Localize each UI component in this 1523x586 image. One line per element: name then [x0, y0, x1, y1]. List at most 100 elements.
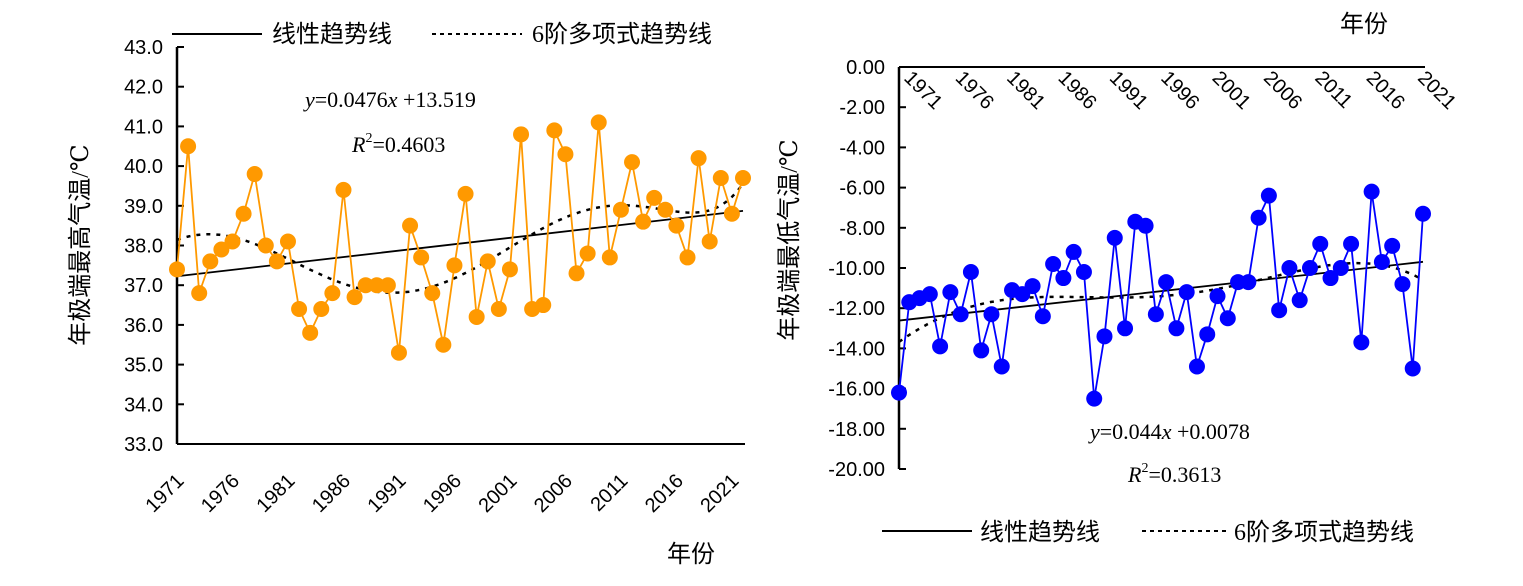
- y-tick-label: -20.00: [828, 459, 885, 481]
- data-point: [346, 289, 363, 306]
- right-ylabel: 年极端最低气温/℃: [776, 139, 803, 341]
- x-tick-label: 2001: [1208, 67, 1255, 114]
- x-tick-label: 2001: [474, 470, 521, 517]
- data-point: [357, 277, 374, 294]
- data-point: [468, 308, 485, 325]
- y-tick-label: -6.00: [839, 178, 885, 200]
- series-line: [176, 122, 744, 353]
- x-tick-label: 1981: [252, 470, 299, 517]
- data-point: [246, 166, 263, 183]
- y-tick-label: 39.0: [124, 196, 163, 218]
- data-point: [535, 297, 552, 314]
- data-point: [435, 336, 452, 353]
- data-point: [1147, 306, 1164, 323]
- x-tick-label: 1971: [899, 67, 946, 114]
- data-point: [413, 249, 430, 266]
- data-point: [1291, 292, 1308, 309]
- data-point: [1404, 360, 1421, 377]
- y-tick-label: 0.00: [846, 57, 885, 79]
- y-tick-label: 33.0: [124, 434, 163, 456]
- data-point: [1240, 274, 1257, 291]
- data-point: [1281, 260, 1298, 276]
- y-tick-label: 35.0: [124, 355, 163, 377]
- data-point: [1271, 302, 1288, 319]
- data-point: [1024, 278, 1041, 295]
- data-point: [1065, 243, 1082, 260]
- data-point: [257, 237, 274, 254]
- data-point: [646, 189, 663, 206]
- x-tick-label: 2006: [1259, 67, 1306, 114]
- data-point: [479, 253, 496, 270]
- data-point: [424, 285, 441, 302]
- y-tick-label: 40.0: [124, 156, 163, 178]
- data-point: [1260, 187, 1277, 204]
- x-tick-label: 2021: [1413, 67, 1460, 114]
- y-tick-label: -10.00: [828, 258, 885, 280]
- data-point: [335, 181, 352, 198]
- data-point: [213, 241, 230, 258]
- y-tick-label: 37.0: [124, 275, 163, 297]
- right-chart: -20.00 -18.00 -16.00 -14.00 -12.00 -10.00 -8.0…: [828, 57, 1460, 481]
- data-point: [1219, 310, 1236, 327]
- x-tick-label: 2011: [1310, 67, 1356, 113]
- x-tick-label: 2016: [1362, 67, 1409, 114]
- data-point: [690, 150, 707, 167]
- legend-poly-label: 6阶多项式趋势线: [1234, 519, 1414, 546]
- data-point: [557, 146, 574, 163]
- data-point: [180, 138, 197, 155]
- data-point: [962, 264, 979, 281]
- data-point: [191, 285, 208, 302]
- data-point: [723, 205, 740, 222]
- data-point: [1086, 390, 1103, 407]
- left-ylabel: 年极端最高气温/℃: [67, 144, 94, 346]
- data-point: [313, 301, 330, 318]
- y-tick-label: 38.0: [124, 236, 163, 258]
- y-tick-label: -14.00: [828, 338, 885, 360]
- data-point: [224, 233, 241, 250]
- y-tick-label: 43.0: [124, 37, 163, 59]
- data-point: [490, 301, 507, 318]
- data-point: [1415, 205, 1431, 222]
- data-point: [1250, 209, 1267, 226]
- data-point: [379, 277, 396, 294]
- x-tick-label: 2006: [530, 470, 577, 517]
- x-tick-label: 1976: [951, 67, 998, 114]
- data-point: [891, 384, 907, 401]
- y-tick-label: -12.00: [828, 298, 885, 320]
- legend-linear-label: 线性趋势线: [272, 21, 392, 48]
- legend-poly-label: 6阶多项式趋势线: [532, 21, 712, 48]
- data-point: [932, 338, 949, 355]
- data-point: [1384, 237, 1401, 254]
- data-point: [402, 217, 419, 234]
- left-legend: 线性趋势线 6阶多项式趋势线: [172, 21, 712, 48]
- data-point: [513, 126, 530, 143]
- y-tick-label: -16.00: [828, 379, 885, 401]
- data-point: [1055, 270, 1072, 287]
- poly-trendline: [176, 182, 745, 294]
- data-point: [1178, 284, 1195, 301]
- data-point: [1363, 183, 1380, 200]
- data-point: [291, 301, 308, 318]
- x-tick-label: 1986: [308, 470, 355, 517]
- data-point: [1332, 260, 1349, 276]
- data-point: [1301, 260, 1318, 276]
- data-point: [1168, 320, 1185, 337]
- data-point: [268, 253, 285, 270]
- data-point: [1373, 253, 1390, 270]
- right-legend: 线性趋势线 6阶多项式趋势线: [882, 519, 1414, 546]
- data-point: [324, 285, 341, 302]
- data-point: [302, 324, 319, 341]
- x-tick-label: 1986: [1054, 67, 1101, 114]
- data-point: [1209, 288, 1226, 305]
- data-point: [446, 257, 463, 274]
- right-equation: y=0.044x +0.0078: [1088, 419, 1250, 444]
- left-r2: R2=0.4603: [351, 131, 445, 157]
- y-tick-label: 42.0: [124, 77, 163, 99]
- data-point: [668, 217, 685, 234]
- data-point: [579, 245, 596, 262]
- data-point: [1117, 320, 1134, 337]
- x-tick-label: 1971: [142, 470, 189, 517]
- data-point: [635, 213, 652, 230]
